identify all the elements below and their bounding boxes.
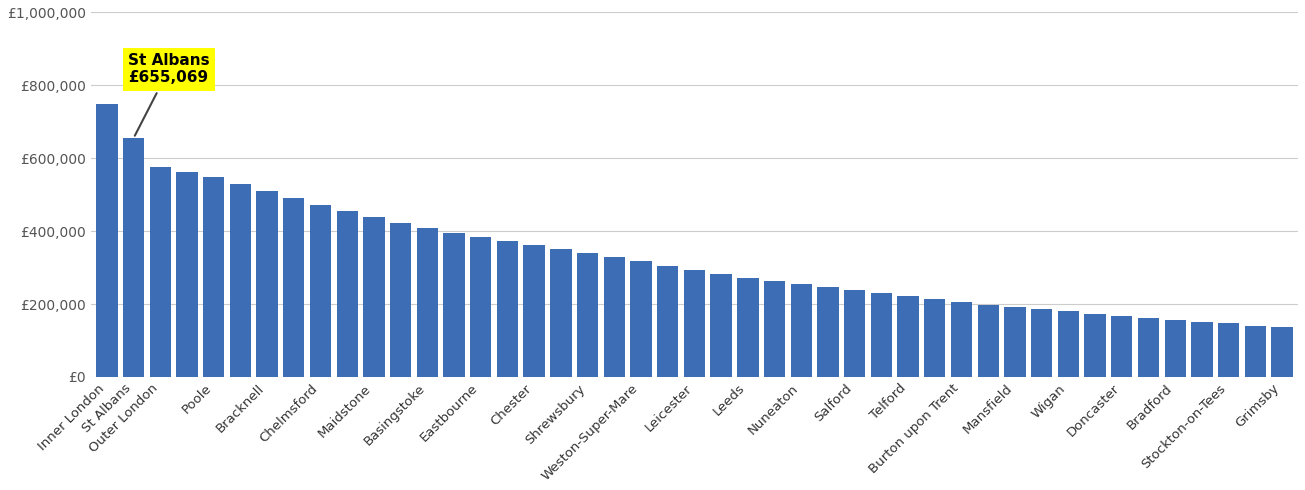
Bar — [1005, 307, 1026, 377]
Bar — [791, 284, 812, 377]
Bar — [256, 191, 278, 377]
Bar — [1218, 323, 1240, 377]
Bar — [924, 299, 946, 377]
Bar — [1271, 327, 1293, 377]
Bar — [684, 270, 705, 377]
Bar — [1191, 321, 1212, 377]
Bar — [363, 218, 385, 377]
Bar — [577, 253, 598, 377]
Bar — [123, 138, 145, 377]
Bar — [176, 172, 197, 377]
Bar — [763, 281, 786, 377]
Bar — [283, 198, 304, 377]
Bar — [204, 177, 224, 377]
Bar — [551, 249, 572, 377]
Bar — [1111, 316, 1133, 377]
Bar — [1084, 314, 1105, 377]
Bar — [523, 245, 545, 377]
Bar — [977, 305, 998, 377]
Bar — [630, 261, 651, 377]
Bar — [1245, 325, 1266, 377]
Bar — [898, 296, 919, 377]
Bar — [337, 211, 358, 377]
Bar — [737, 278, 758, 377]
Text: St Albans
£655,069: St Albans £655,069 — [128, 53, 210, 136]
Bar — [604, 257, 625, 377]
Bar — [416, 228, 438, 377]
Bar — [656, 266, 679, 377]
Bar — [150, 168, 171, 377]
Bar — [390, 223, 411, 377]
Bar — [470, 237, 492, 377]
Bar — [817, 287, 839, 377]
Bar — [710, 274, 732, 377]
Bar — [97, 103, 117, 377]
Bar — [951, 302, 972, 377]
Bar — [1164, 320, 1186, 377]
Bar — [844, 290, 865, 377]
Bar — [1057, 311, 1079, 377]
Bar — [444, 233, 465, 377]
Bar — [1138, 318, 1159, 377]
Bar — [309, 205, 331, 377]
Bar — [870, 293, 893, 377]
Bar — [1031, 309, 1052, 377]
Bar — [497, 241, 518, 377]
Bar — [230, 184, 251, 377]
